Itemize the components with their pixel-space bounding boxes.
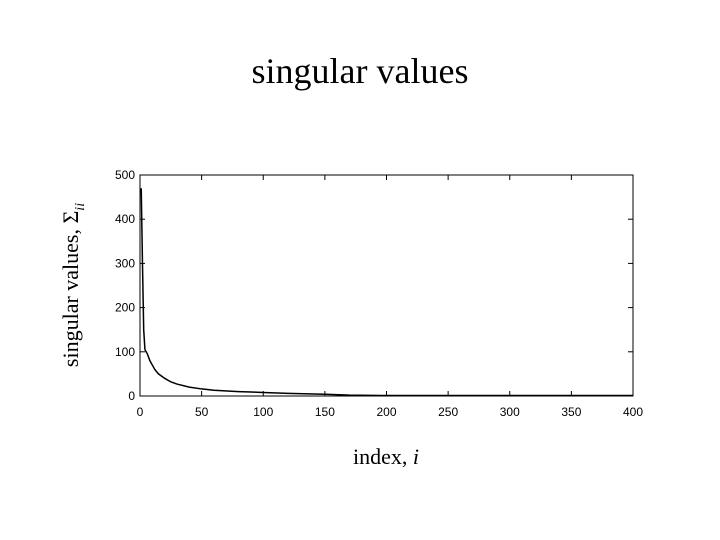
- x-tick-label: 100: [253, 405, 273, 419]
- y-tick-label: 0: [128, 389, 135, 403]
- y-tick-label: 500: [115, 168, 135, 182]
- x-tick-label: 50: [195, 405, 209, 419]
- x-tick-label: 150: [315, 405, 335, 419]
- tick-marks: [139, 174, 634, 397]
- plot-frame: [139, 174, 634, 397]
- x-tick-label: 350: [561, 405, 581, 419]
- y-tick-label: 200: [115, 301, 135, 315]
- x-tick-label: 0: [137, 405, 144, 419]
- y-axis-label: singular values, Σii: [58, 203, 88, 367]
- tick-labels: 0 50 100 150 200 250 300 350 400 0 100 200 300 400 500: [115, 168, 643, 419]
- singular-values-line: [140, 188, 633, 397]
- y-tick-label: 300: [115, 256, 135, 270]
- x-axis-label: index, i: [353, 444, 419, 469]
- x-tick-label: 400: [623, 405, 643, 419]
- y-tick-label: 100: [115, 345, 135, 359]
- y-tick-label: 400: [115, 212, 135, 226]
- x-tick-label: 200: [376, 405, 396, 419]
- x-tick-label: 300: [500, 405, 520, 419]
- x-tick-label: 250: [438, 405, 458, 419]
- slide-title: singular values: [251, 51, 469, 91]
